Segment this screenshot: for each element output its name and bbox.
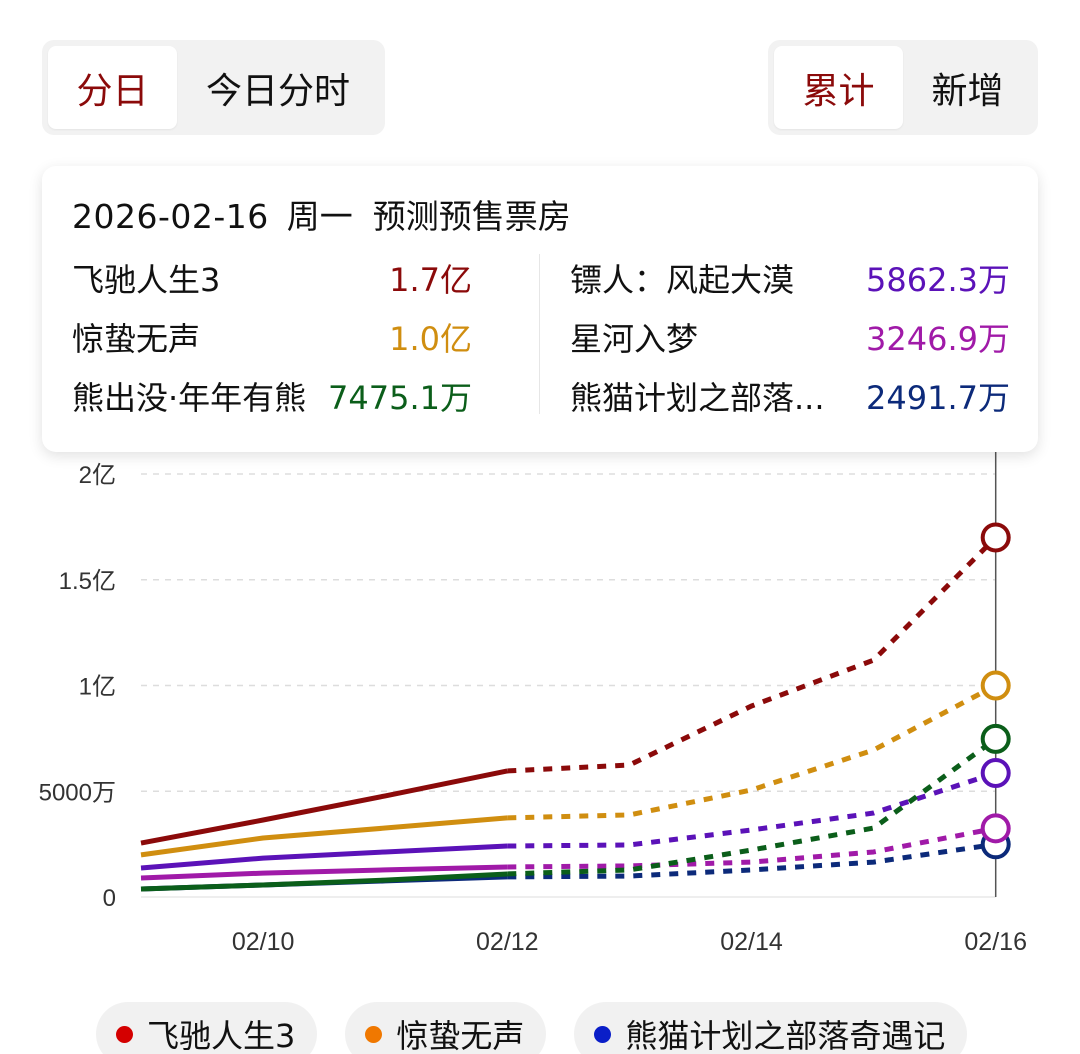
svg-text:2亿: 2亿	[79, 462, 116, 489]
legend-item-jingzhe[interactable]: 惊蛰无声	[345, 1002, 547, 1054]
view-mode-switch: 分日 今日分时	[42, 40, 385, 135]
movie-value: 2491.7万	[866, 378, 1010, 417]
legend-dot-icon	[594, 1025, 612, 1043]
svg-text:02/16: 02/16	[964, 928, 1027, 956]
chart-gridlines	[141, 473, 996, 898]
movie-value: 1.7亿	[389, 260, 472, 299]
svg-text:0: 0	[103, 885, 116, 912]
tab-daily[interactable]: 分日	[48, 46, 177, 129]
tooltip-divider	[539, 254, 540, 414]
movie-name: 镖人：风起大漠	[570, 260, 795, 299]
box-office-line-chart[interactable]: 0 5000万 1亿 1.5亿 2亿 02/10 02/12 02/14 02/16	[0, 440, 1080, 980]
tab-today-intraday[interactable]: 今日分时	[205, 70, 350, 112]
svg-text:02/12: 02/12	[476, 928, 539, 956]
tooltip-row: 镖人：风起大漠 5862.3万	[570, 248, 1010, 307]
svg-text:02/10: 02/10	[232, 928, 295, 956]
movie-name: 熊出没·年年有熊	[72, 378, 307, 417]
svg-text:02/14: 02/14	[720, 928, 783, 956]
chart-highlight-markers	[980, 522, 1011, 860]
movie-name: 惊蛰无声	[72, 319, 201, 358]
movie-name: 飞驰人生3	[72, 260, 221, 299]
metric-mode-switch: 累计 新增	[768, 40, 1038, 135]
legend-item-xiongmao[interactable]: 熊猫计划之部落奇遇记	[574, 1002, 968, 1054]
svg-text:1亿: 1亿	[79, 674, 116, 701]
tab-cumulative[interactable]: 累计	[774, 46, 903, 129]
chart-tooltip: 2026-02-16 周一 预测预售票房 飞驰人生3 1.7亿 惊蛰无声 1.0亿 …	[42, 166, 1038, 452]
tooltip-right-column: 镖人：风起大漠 5862.3万 星河入梦 3246.9万 熊猫计划之部落... …	[570, 248, 1010, 425]
tooltip-left-column: 飞驰人生3 1.7亿 惊蛰无声 1.0亿 熊出没·年年有熊 7475.1万	[72, 248, 472, 425]
legend-dot-icon	[365, 1025, 383, 1043]
movie-name: 熊猫计划之部落...	[570, 378, 825, 417]
tooltip-title: 2026-02-16 周一 预测预售票房	[72, 190, 571, 238]
tooltip-weekday: 周一	[286, 197, 353, 236]
movie-value: 7475.1万	[328, 378, 472, 417]
x-axis-labels: 02/10 02/12 02/14 02/16	[232, 928, 1027, 956]
legend-dot-icon	[116, 1025, 133, 1043]
tab-new[interactable]: 新增	[931, 70, 1004, 112]
movie-value: 5862.3万	[866, 260, 1010, 299]
svg-text:5000万: 5000万	[39, 779, 116, 806]
chart-legend: 飞驰人生3 惊蛰无声 熊猫计划之部落奇遇记	[96, 1002, 968, 1054]
chart-series-lines	[140, 535, 998, 892]
legend-item-feichi[interactable]: 飞驰人生3	[96, 1002, 318, 1054]
tooltip-row: 飞驰人生3 1.7亿	[72, 248, 472, 307]
movie-name: 星河入梦	[570, 319, 699, 358]
movie-value: 1.0亿	[389, 319, 472, 358]
tooltip-row: 熊出没·年年有熊 7475.1万	[72, 366, 472, 425]
movie-value: 3246.9万	[866, 319, 1010, 358]
tooltip-row: 惊蛰无声 1.0亿	[72, 307, 472, 366]
tooltip-row: 星河入梦 3246.9万	[570, 307, 1010, 366]
tooltip-row: 熊猫计划之部落... 2491.7万	[570, 366, 1010, 425]
svg-text:1.5亿: 1.5亿	[59, 568, 116, 595]
tooltip-date: 2026-02-16	[72, 197, 269, 236]
tooltip-label: 预测预售票房	[372, 197, 571, 236]
legend-label: 熊猫计划之部落奇遇记	[625, 1017, 946, 1054]
legend-label: 飞驰人生3	[147, 1017, 296, 1054]
y-axis-labels: 0 5000万 1亿 1.5亿 2亿	[39, 462, 116, 912]
legend-label: 惊蛰无声	[396, 1017, 525, 1054]
